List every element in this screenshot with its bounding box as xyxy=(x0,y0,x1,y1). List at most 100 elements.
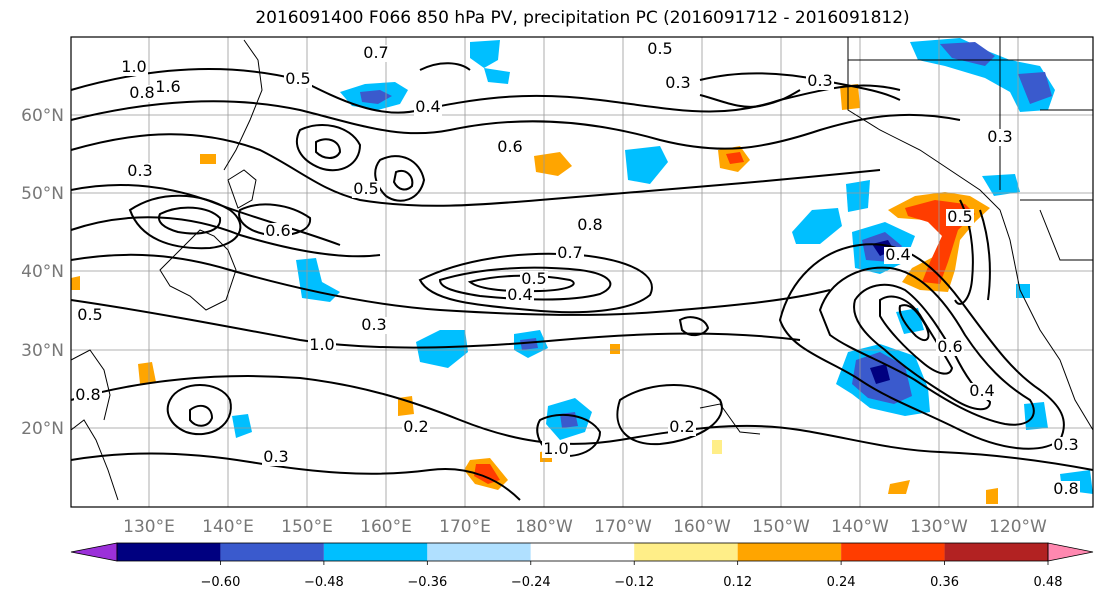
contour-label-bg xyxy=(520,271,548,288)
contour-label: 0.8 xyxy=(75,385,100,404)
pv-contours xyxy=(70,62,1094,501)
contour-label-bg xyxy=(556,245,584,262)
contour-label: 0.5 xyxy=(521,269,546,288)
contour-label: 1.6 xyxy=(155,77,180,96)
contour-label-bg xyxy=(414,99,442,116)
contour-label-bg xyxy=(126,163,154,180)
contour-label: 0.5 xyxy=(647,39,672,58)
colorbar: −0.60 −0.48 −0.36 −0.24 −0.12 0.12 0.24 0.36 0.4… xyxy=(70,542,1094,590)
contour-label: 0.5 xyxy=(353,179,378,198)
contour-label-bg xyxy=(402,419,430,436)
map-border xyxy=(70,36,1094,508)
colorbar-tick-label: 0.36 xyxy=(930,575,959,590)
contour-label-bg xyxy=(284,71,312,88)
precip-patch-pos xyxy=(534,152,572,176)
colorbar-segment xyxy=(634,543,738,561)
contour-label-bg xyxy=(664,75,692,92)
precip-patch-pos xyxy=(398,396,414,416)
contour-label-bg xyxy=(936,339,964,356)
colorbar-segment xyxy=(427,543,531,561)
precip-patch-neg xyxy=(232,414,252,438)
colorbar-tick-label: 0.12 xyxy=(723,575,752,590)
contour-label: 0.3 xyxy=(807,71,832,90)
precip-patch-neg-core xyxy=(360,90,392,104)
precip-patch-neg xyxy=(625,146,668,184)
lon-label: 130°E xyxy=(123,517,175,537)
precip-patch-pos-core xyxy=(474,464,500,484)
colorbar-tick-label: 0.24 xyxy=(827,575,856,590)
precip-patch-pos xyxy=(610,344,620,354)
lon-label: 170°W xyxy=(594,517,652,537)
colorbar-tick-label: −0.24 xyxy=(511,575,551,590)
contour-label-bg xyxy=(154,79,182,96)
contour-label-bg xyxy=(128,85,156,102)
lon-label: 130°W xyxy=(910,517,968,537)
map-area: 0.71.00.50.8 1.60.40.30.60.50.60.70.80.50… xyxy=(70,36,1094,508)
precip-patch-neg xyxy=(792,208,842,244)
colorbar-extend-high xyxy=(1047,542,1094,562)
contour-label-bg xyxy=(884,247,912,264)
contour-label-bg xyxy=(120,59,148,76)
contour-label: 0.4 xyxy=(885,245,910,264)
colorbar-tick-label: −0.48 xyxy=(304,575,344,590)
lon-label: 120°W xyxy=(989,517,1047,537)
lon-label: 140°E xyxy=(202,517,254,537)
lon-label: 170°E xyxy=(439,517,491,537)
colorbar-segment xyxy=(530,543,635,561)
contour-label: 0.5 xyxy=(285,69,310,88)
colorbar-extend-low xyxy=(70,542,118,562)
contour-label: 0.8 xyxy=(577,215,602,234)
contour-label: 0.3 xyxy=(665,73,690,92)
contour-label-bg xyxy=(806,73,834,90)
contour-label: 0.3 xyxy=(263,447,288,466)
precip-patch-neg-core xyxy=(1018,72,1052,104)
precip-patch-neg xyxy=(1024,402,1048,430)
precip-patch-neg xyxy=(416,330,468,368)
precip-patch-neg xyxy=(910,38,1055,112)
graticule xyxy=(71,37,1093,507)
contour-label: 0.6 xyxy=(265,221,290,240)
lat-label: 60°N xyxy=(21,106,64,126)
lon-label: 160°E xyxy=(360,517,412,537)
contour-label: 0.2 xyxy=(669,417,694,436)
contour-label: 0.4 xyxy=(415,97,440,116)
precip-patch-neg xyxy=(846,180,870,212)
contour-label-bg xyxy=(308,337,336,354)
lon-label: 140°W xyxy=(831,517,889,537)
contour-label: 0.5 xyxy=(77,305,102,324)
contour-label: 0.3 xyxy=(987,127,1012,146)
colorbar-segment xyxy=(841,543,945,561)
contour-label-bg xyxy=(506,287,534,304)
contour-label-bg xyxy=(76,307,104,324)
lon-label: 160°W xyxy=(673,517,731,537)
contour-label-bg xyxy=(542,441,570,458)
contour-label-bg xyxy=(264,223,292,240)
lat-label: 20°N xyxy=(21,419,64,439)
precip-patch-pos xyxy=(71,276,80,290)
precip-patch-neg-core xyxy=(870,364,890,384)
contour-label: 0.8 xyxy=(1053,479,1078,498)
coastlines xyxy=(70,37,1094,501)
lon-label: 150°E xyxy=(281,517,333,537)
colorbar-frame xyxy=(116,542,1049,562)
contour-label-bg xyxy=(362,45,390,62)
contour-label-bg xyxy=(496,139,524,156)
contour-label: 0.3 xyxy=(1053,435,1078,454)
contour-label: 0.3 xyxy=(127,161,152,180)
lon-label: 150°W xyxy=(752,517,810,537)
contour-label-bg xyxy=(1052,437,1080,454)
colorbar-segment xyxy=(220,543,324,561)
contour-label: 0.7 xyxy=(363,43,388,62)
contour-label-bg xyxy=(646,41,674,58)
precip-patch-pos xyxy=(712,440,722,454)
precip-patch-pos xyxy=(200,154,216,164)
contour-label-bg xyxy=(1052,481,1080,498)
latitude-labels: 60°N 50°N 40°N 30°N 20°N xyxy=(21,106,64,439)
longitude-labels: 130°E 140°E 150°E 160°E 170°E 180°W 170°W 160°W… xyxy=(123,517,1047,537)
contour-label-bg xyxy=(262,449,290,466)
contour-label: 1.0 xyxy=(309,335,334,354)
precip-patch-pos xyxy=(840,84,860,110)
contour-label: 1.0 xyxy=(121,57,146,76)
lat-label: 40°N xyxy=(21,262,64,282)
